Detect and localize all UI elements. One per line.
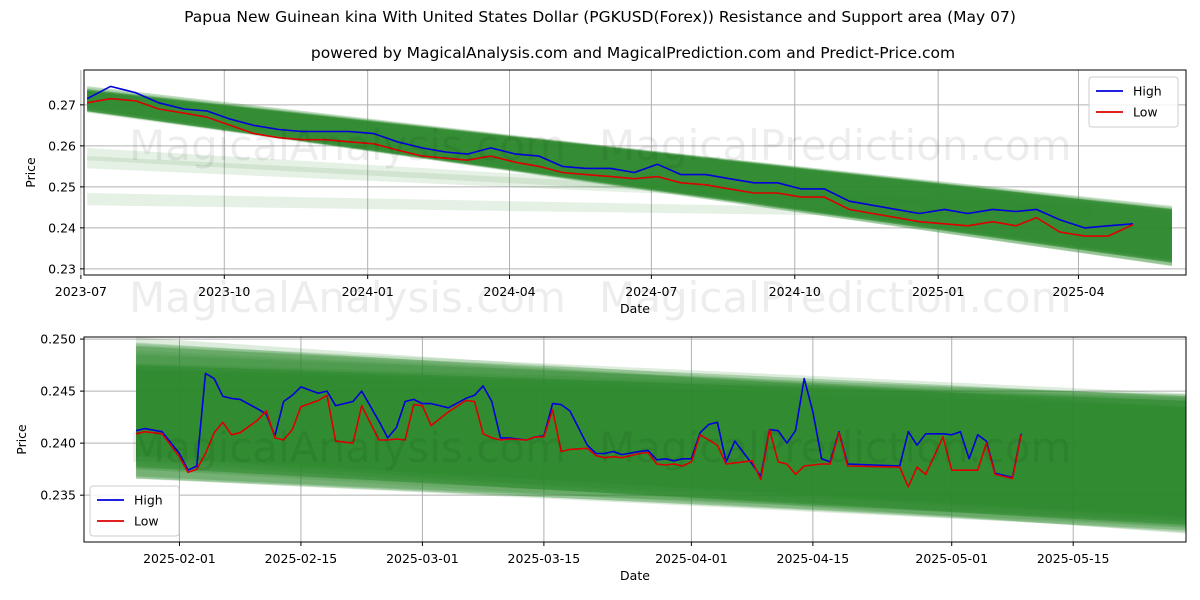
x-tick-label: 2025-02-15 xyxy=(265,551,338,566)
axes-frame xyxy=(83,336,1187,543)
y-tick-label: 0.27 xyxy=(48,97,76,112)
x-axis-label: Date xyxy=(620,568,650,583)
y-axis-label: Price xyxy=(14,424,29,455)
band-faint xyxy=(87,193,1093,219)
watermark-text: MagicalPrediction.com xyxy=(599,423,1072,472)
x-tick-label: 2024-04 xyxy=(483,284,535,299)
page-title: Papua New Guinean kina With United State… xyxy=(184,8,1016,26)
watermark-text: MagicalAnalysis.com xyxy=(129,273,566,322)
watermark-text: MagicalAnalysis.com xyxy=(129,121,566,170)
y-tick-label: 0.24 xyxy=(48,220,76,235)
legend: High Low xyxy=(89,485,180,537)
page-subtitle: powered by MagicalAnalysis.com and Magic… xyxy=(310,44,956,62)
legend-label-low: Low xyxy=(1133,105,1158,120)
x-tick-label: 2024-01 xyxy=(342,284,394,299)
y-tick-label: 0.25 xyxy=(48,179,76,194)
band-faint xyxy=(87,156,1093,213)
chart-panel-1: MagicalAnalysis.com MagicalPrediction.com… xyxy=(23,69,1187,322)
legend-box xyxy=(1088,76,1179,128)
support-resistance-band xyxy=(136,337,1186,534)
x-axis-label: Date xyxy=(620,301,650,316)
x-tick-label: 2025-04-15 xyxy=(777,551,850,566)
band-core xyxy=(136,365,1186,525)
y-tick-label: 0.235 xyxy=(40,488,76,503)
y-axis-label: Price xyxy=(23,157,38,188)
x-tick-label: 2023-07 xyxy=(55,284,107,299)
y-tick-label: 0.250 xyxy=(40,332,76,347)
legend: High Low xyxy=(1088,76,1179,128)
x-tick-label: 2024-07 xyxy=(625,284,677,299)
axes-frame xyxy=(83,69,1187,276)
watermark-text: MagicalAnalysis.com xyxy=(129,423,566,472)
x-tick-label: 2025-04 xyxy=(1052,284,1104,299)
x-tick-label: 2025-02-01 xyxy=(143,551,216,566)
series-line-low xyxy=(135,394,1022,488)
x-tick-label: 2025-01 xyxy=(912,284,964,299)
y-tick-label: 0.240 xyxy=(40,436,76,451)
legend-label-high: High xyxy=(1133,84,1162,99)
legend-label-low: Low xyxy=(134,514,159,529)
x-tick-label: 2023-10 xyxy=(198,284,250,299)
x-tick-label: 2025-04-01 xyxy=(655,551,728,566)
x-tick-label: 2025-03-15 xyxy=(508,551,581,566)
y-tick-label: 0.245 xyxy=(40,384,76,399)
chart-panel-2: MagicalAnalysis.com MagicalPrediction.com… xyxy=(14,332,1187,583)
x-tick-label: 2025-05-15 xyxy=(1037,551,1110,566)
y-tick-label: 0.23 xyxy=(48,261,76,276)
series-line-high xyxy=(86,85,1134,229)
legend-label-high: High xyxy=(134,493,163,508)
band-core xyxy=(87,90,1172,263)
series-line-low xyxy=(86,97,1134,237)
x-tick-label: 2025-03-01 xyxy=(386,551,459,566)
watermark-text: MagicalPrediction.com xyxy=(599,273,1072,322)
watermark-text: MagicalPrediction.com xyxy=(599,121,1072,170)
y-tick-label: 0.26 xyxy=(48,138,76,153)
x-tick-label: 2024-10 xyxy=(769,284,821,299)
legend-box xyxy=(89,485,180,537)
x-tick-label: 2025-05-01 xyxy=(915,551,988,566)
support-resistance-band xyxy=(87,85,1172,267)
